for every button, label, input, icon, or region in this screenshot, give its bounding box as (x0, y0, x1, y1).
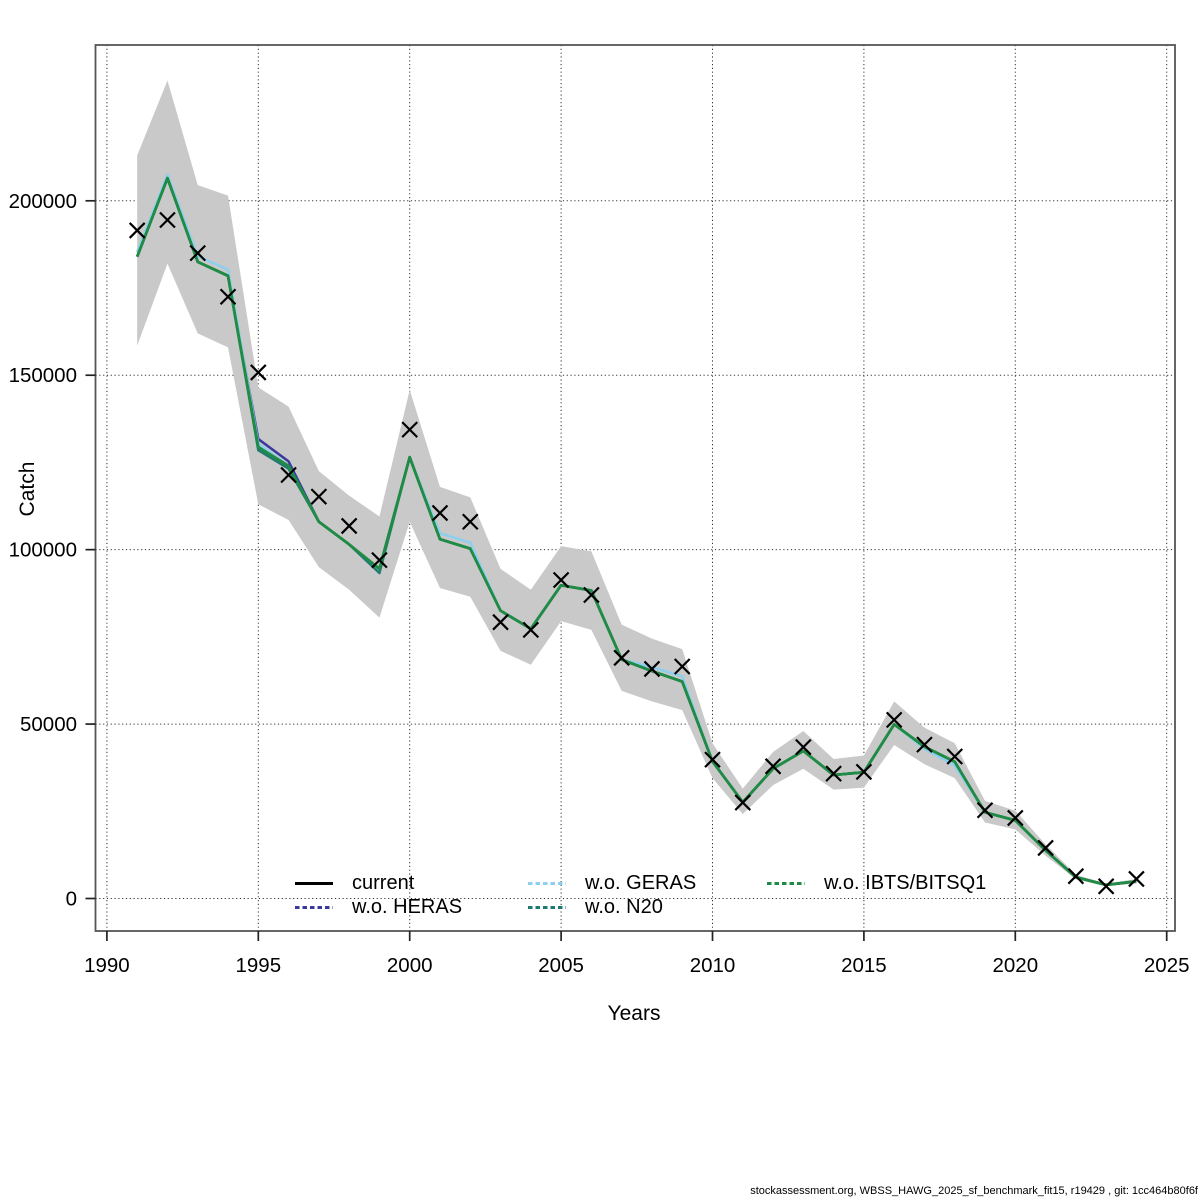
x-tick-label: 1995 (235, 954, 281, 977)
observed-x-marker (401, 421, 418, 438)
observed-x-marker (431, 504, 449, 522)
observed-x-marker (704, 751, 721, 768)
observed-x-marker (825, 765, 842, 782)
y-axis-title: Catch (16, 461, 39, 517)
legend-item-current: current (295, 871, 414, 895)
y-tick-label: 150000 (9, 364, 77, 387)
legend-line-sample-wo-heras (295, 905, 333, 909)
y-tick-labels: 0 50000 100000 150000 200000 (9, 190, 77, 911)
legend-line-sample-wo-ibts-bitsq1 (767, 881, 805, 885)
x-tick-label: 2000 (387, 954, 433, 977)
observed-x-marker (461, 513, 479, 531)
x-tick-label: 2005 (538, 954, 584, 977)
observed-x-marker (340, 517, 358, 535)
legend-item-wo-geras: w.o. GERAS (528, 871, 696, 895)
series-line-current (136, 176, 1137, 887)
legend-item-wo-n20: w.o. N20 (528, 895, 663, 919)
observation-markers (128, 211, 1145, 895)
x-tick-labels: 1990 1995 2000 2005 2010 2015 2020 2025 (84, 954, 1189, 977)
x-tick-label: 2010 (690, 954, 736, 977)
x-tick-label: 2020 (992, 954, 1038, 977)
y-axis-ticks (85, 199, 96, 900)
series-line-w-o-ibts-bitsq1 (135, 176, 1137, 887)
observed-x-marker (976, 801, 994, 819)
observed-x-marker (522, 621, 540, 639)
series-line-w-o-geras (136, 173, 1137, 887)
observed-x-marker (583, 586, 600, 604)
observed-x-marker (189, 244, 207, 262)
observed-x-marker (673, 658, 691, 675)
legend-label-current: current (352, 872, 415, 894)
legend-item-wo-ibts-bitsq1: w.o. IBTS/BITSQ1 (767, 871, 986, 895)
series-line-w-o-heras (136, 176, 1137, 887)
y-tick-label: 200000 (9, 190, 77, 213)
x-axis-title: Years (607, 1002, 661, 1025)
observed-x-marker (280, 466, 297, 484)
observed-x-marker (250, 364, 267, 381)
y-gridlines (95, 200, 1175, 899)
observed-x-marker (159, 211, 176, 229)
observed-x-marker (855, 763, 873, 781)
observed-x-marker (310, 488, 328, 505)
observed-x-marker (643, 660, 661, 678)
legend-label-wo-ibts-bitsq1: w.o. IBTS/BITSQ1 (824, 872, 987, 894)
observed-x-marker (1037, 839, 1054, 857)
footer-provenance-text: stockassessment.org, WBSS_HAWG_2025_sf_b… (750, 1185, 1198, 1197)
observed-x-marker (1007, 809, 1024, 827)
observed-x-marker (219, 288, 237, 306)
y-tick-label: 50000 (20, 713, 77, 736)
y-tick-label: 0 (66, 888, 77, 911)
legend-label-wo-heras: w.o. HERAS (352, 896, 463, 918)
observed-x-marker (1067, 867, 1085, 885)
series-line-w-o-n20 (136, 176, 1137, 887)
observed-x-marker (885, 711, 903, 729)
observed-x-marker (1128, 870, 1145, 888)
observed-x-marker (371, 551, 388, 569)
observed-x-marker (128, 222, 146, 239)
legend-line-sample-wo-geras (528, 881, 566, 885)
observed-x-marker (613, 649, 630, 667)
legend-line-sample-current (295, 881, 333, 885)
legend-label-wo-n20: w.o. N20 (585, 896, 663, 918)
observed-x-marker (764, 758, 782, 775)
legend-line-sample-wo-n20 (528, 905, 566, 909)
legend-label-wo-geras: w.o. GERAS (585, 872, 697, 894)
observed-x-marker (795, 738, 812, 756)
plot-border (94, 44, 1176, 932)
observed-x-marker (1097, 878, 1115, 895)
x-axis-ticks (106, 931, 1168, 941)
x-tick-label: 1990 (84, 954, 130, 977)
observed-x-marker (552, 571, 570, 589)
observed-x-marker (734, 794, 752, 811)
legend-item-wo-heras: w.o. HERAS (295, 895, 462, 919)
observed-x-marker (916, 736, 933, 753)
observed-x-marker (492, 613, 509, 631)
observed-x-marker (946, 748, 964, 765)
x-tick-label: 2015 (841, 954, 887, 977)
y-tick-label: 100000 (9, 539, 77, 562)
confidence-band (137, 80, 1137, 887)
x-tick-label: 2025 (1144, 954, 1190, 977)
